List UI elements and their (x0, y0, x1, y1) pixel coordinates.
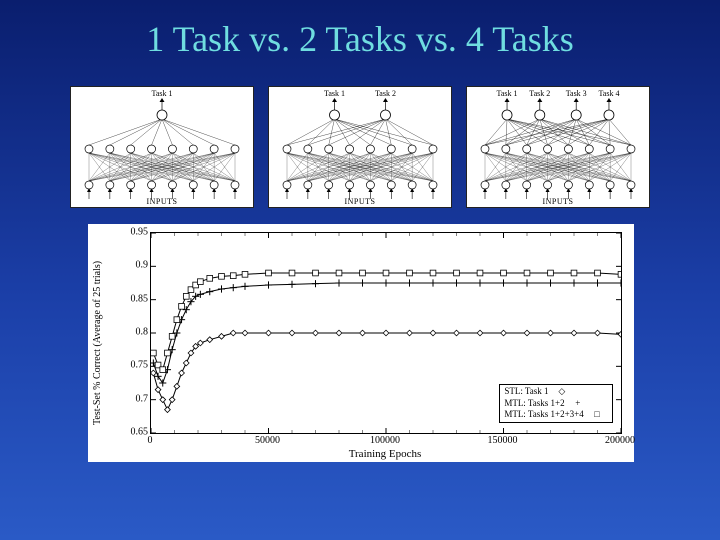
inputs-label: INPUTS (71, 197, 253, 206)
slide-root: 1 Task vs. 2 Tasks vs. 4 Tasks INPUTS Ta… (0, 0, 720, 540)
task-label: Task 4 (598, 89, 619, 98)
task-label: Task 2 (529, 89, 550, 98)
learning-curve-chart: Test-Set % Correct (Average of 25 trials… (88, 224, 634, 462)
xtick-label: 50000 (238, 435, 298, 446)
task-label: Task 1 (152, 89, 173, 98)
xtick-label: 100000 (355, 435, 415, 446)
chart-xlabel: Training Epochs (150, 448, 620, 460)
network-panel-4task: INPUTS Task 1 Task 2 Task 3 Task 4 (466, 86, 650, 208)
xtick-label: 0 (120, 435, 180, 446)
task-label: Task 1 (497, 89, 518, 98)
inputs-label: INPUTS (269, 197, 451, 206)
slide-title: 1 Task vs. 2 Tasks vs. 4 Tasks (0, 18, 720, 60)
chart-ylabel: Test-Set % Correct (Average of 25 trials… (92, 224, 112, 462)
xtick-label: 150000 (473, 435, 533, 446)
xtick-label: 200000 (590, 435, 650, 446)
chart-plot-area: STL: Task 1 ◇ MTL: Tasks 1+2 + MTL: Task… (150, 232, 622, 434)
task-label: Task 2 (375, 89, 396, 98)
network-panel-2task: INPUTS Task 1 Task 2 (268, 86, 452, 208)
ytick-label: 0.9 (118, 260, 148, 271)
task-label: Task 1 (324, 89, 345, 98)
ytick-label: 0.8 (118, 327, 148, 338)
task-label: Task 3 (566, 89, 587, 98)
ytick-label: 0.95 (118, 227, 148, 238)
ytick-label: 0.75 (118, 360, 148, 371)
network-panel-1task: INPUTS Task 1 (70, 86, 254, 208)
ytick-label: 0.85 (118, 293, 148, 304)
inputs-label: INPUTS (467, 197, 649, 206)
network-diagram-row: INPUTS Task 1 INPUTS Task 1 Task 2 INPUTS… (70, 86, 650, 206)
ytick-label: 0.7 (118, 393, 148, 404)
